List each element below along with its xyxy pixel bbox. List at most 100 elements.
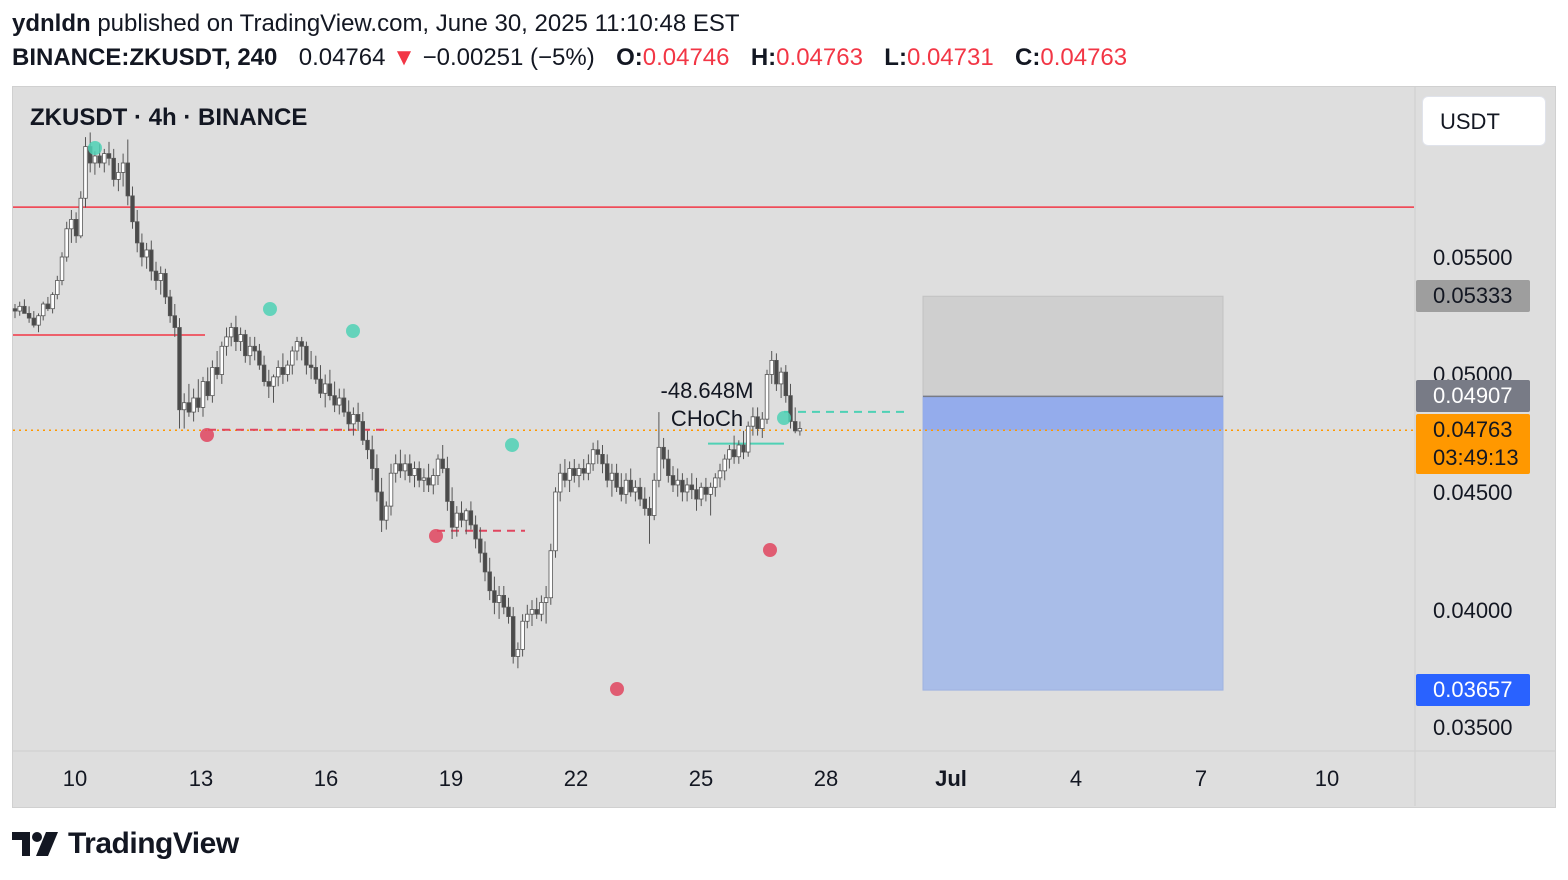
candle — [294, 336, 300, 361]
tradingview-logo[interactable]: TradingView — [12, 826, 239, 862]
candle — [520, 614, 525, 657]
author-name[interactable]: ydnldn — [12, 10, 91, 37]
bull-candle-body — [388, 472, 394, 507]
candle — [304, 341, 309, 375]
bear-candle-body — [153, 270, 159, 281]
candle — [83, 137, 88, 208]
bull-candle-body — [727, 449, 732, 460]
candle — [59, 252, 65, 286]
close-value: 0.04763 — [1040, 44, 1128, 71]
bear-candle-body — [642, 498, 647, 509]
bull-candle-body — [50, 294, 55, 310]
bear-candle-body — [694, 489, 699, 500]
bull-candle-body — [275, 367, 281, 378]
bear-candle-body — [318, 378, 323, 394]
candle — [17, 301, 22, 316]
candle — [431, 468, 436, 495]
candle — [501, 586, 506, 615]
chart-frame[interactable] — [12, 86, 1556, 808]
bull-candle-body — [290, 350, 295, 366]
swing-low-marker — [610, 682, 624, 696]
candle — [360, 412, 365, 445]
bear-candle-body — [788, 395, 793, 422]
candle — [661, 437, 666, 469]
time-axis-label: 25 — [688, 766, 714, 791]
candle — [205, 367, 210, 401]
bear-candle-body — [346, 411, 351, 425]
bear-candle-body — [440, 458, 445, 469]
bear-candle-body — [670, 475, 676, 486]
candle — [713, 473, 718, 497]
bull-candle-body — [55, 280, 60, 295]
bull-candle-body — [736, 444, 741, 458]
bear-candle-body — [205, 381, 210, 397]
candle — [341, 388, 347, 417]
bull-candle-body — [713, 477, 718, 488]
bear-candle-body — [125, 162, 130, 197]
time-axis-label: 10 — [1314, 766, 1340, 791]
bull-candle-body — [525, 613, 530, 622]
bear-candle-body — [459, 512, 464, 521]
candle — [628, 468, 633, 497]
pane-title: ZKUSDT · 4h · BINANCE — [30, 104, 308, 131]
bear-candle-body — [600, 453, 605, 465]
candle — [684, 477, 690, 502]
candle — [445, 456, 450, 511]
bear-candle-body — [134, 221, 140, 244]
candle — [741, 430, 746, 460]
candle — [402, 454, 408, 481]
candle — [285, 360, 290, 382]
bear-candle-body — [106, 153, 112, 159]
bull-candle-body — [285, 364, 290, 375]
candle — [506, 597, 511, 624]
bull-candle-body — [543, 597, 549, 603]
symbol-label: BINANCE:ZKUSDT, 240 — [12, 44, 278, 71]
bull-candle-body — [496, 595, 502, 603]
candle — [755, 407, 760, 436]
bull-candle-body — [41, 303, 46, 317]
bear-candle-body — [374, 468, 380, 493]
time-axis-label: 19 — [438, 766, 464, 791]
bull-candle-body — [764, 374, 770, 420]
bear-candle-body — [510, 616, 516, 657]
tradingview-logo-text: TradingView — [68, 827, 239, 860]
candle — [134, 210, 140, 253]
candle — [619, 473, 624, 502]
candle — [788, 383, 793, 429]
bear-candle-body — [243, 334, 248, 357]
bull-candle-body — [558, 472, 563, 493]
candle — [172, 304, 177, 337]
bull-candle-body — [78, 197, 83, 237]
swing-high-marker — [88, 141, 102, 155]
candle — [196, 379, 201, 413]
candle — [73, 212, 79, 243]
bear-candle-body — [111, 157, 116, 180]
bear-candle-body — [172, 315, 177, 328]
candle — [478, 527, 483, 563]
candle — [558, 463, 563, 502]
bear-candle-body — [177, 327, 182, 411]
bear-candle-body — [257, 350, 262, 366]
bear-candle-body — [398, 463, 403, 472]
candle — [393, 454, 398, 483]
candle — [116, 163, 121, 192]
candle — [496, 586, 502, 619]
candle — [247, 336, 253, 366]
candle — [163, 268, 168, 304]
candle — [675, 468, 680, 497]
candle — [426, 463, 431, 492]
bull-candle-body — [120, 162, 126, 173]
candle — [473, 515, 478, 549]
bear-candle-body — [308, 364, 314, 368]
candle — [670, 466, 676, 492]
candle — [153, 261, 159, 290]
bear-candle-body — [130, 195, 135, 223]
bull-candle-body — [435, 458, 441, 476]
bear-candle-body — [280, 367, 286, 375]
candle — [731, 435, 737, 464]
bear-candle-body — [661, 446, 666, 460]
candle — [177, 318, 182, 429]
bull-candle-body — [17, 305, 22, 312]
currency-button[interactable]: USDT — [1422, 96, 1546, 146]
